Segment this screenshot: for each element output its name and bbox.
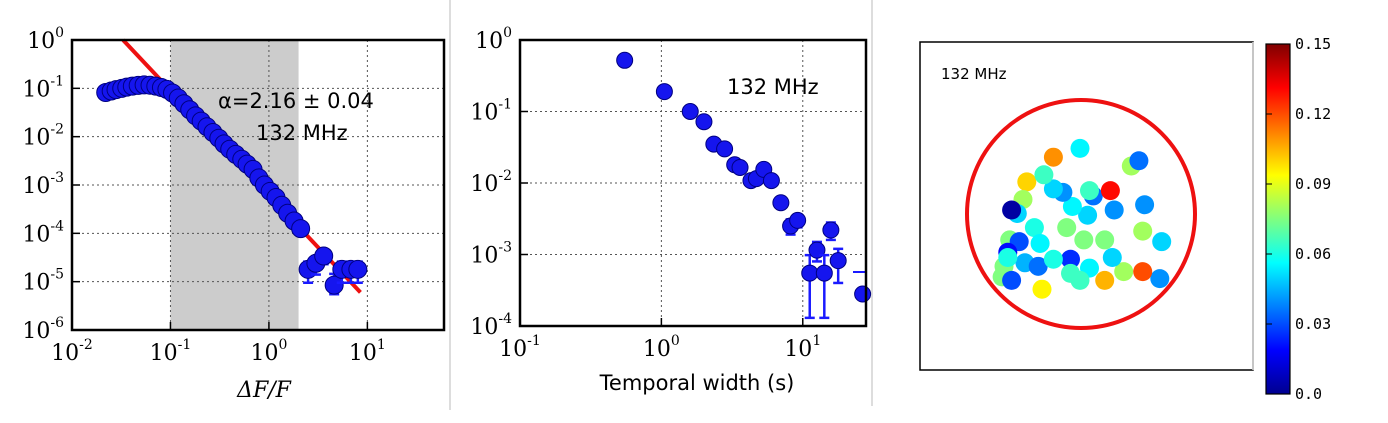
source-point: [1101, 181, 1120, 200]
shaded-fit-range: [170, 40, 298, 330]
data-point: [717, 141, 733, 157]
source-point: [1044, 250, 1063, 269]
data-point: [790, 212, 806, 228]
data-point: [682, 104, 698, 120]
data-point: [802, 265, 818, 281]
data-point: [763, 173, 779, 189]
data-point: [773, 195, 789, 211]
colorbar-tick-label: 0.06: [1295, 245, 1331, 263]
source-point: [1074, 230, 1093, 249]
colorbar-tick-label: 0.09: [1295, 175, 1331, 193]
data-point: [617, 52, 633, 68]
map-frequency-label: 132 MHz: [941, 65, 1007, 83]
data-point: [696, 114, 712, 130]
data-point: [349, 260, 367, 278]
alpha-annotation: α=2.16 ± 0.04: [218, 89, 374, 113]
colorbar: [1266, 44, 1290, 394]
data-point: [816, 265, 832, 281]
source-point: [1044, 148, 1063, 167]
source-point: [1034, 165, 1053, 184]
source-point: [1152, 232, 1171, 251]
source-point: [1071, 139, 1090, 158]
colorbar-tick-label: 0.12: [1295, 105, 1331, 123]
source-point: [1002, 271, 1021, 290]
source-point: [1080, 181, 1099, 200]
panel-3-sky-map: 132 MHz 0.0 0.03 0.06 0.09 0.12 0.15: [920, 35, 1331, 403]
source-point: [1133, 262, 1152, 281]
x-axis-label: ΔF/F: [236, 378, 292, 403]
source-point: [1150, 269, 1169, 288]
source-point: [1129, 151, 1148, 170]
colorbar-tick-label: 0.03: [1295, 315, 1331, 333]
source-point: [1095, 230, 1114, 249]
data-point: [732, 159, 748, 175]
source-point: [1033, 280, 1052, 299]
frequency-annotation: 132 MHz: [256, 121, 348, 145]
source-point: [1017, 172, 1036, 191]
source-point: [1057, 218, 1076, 237]
source-point: [1031, 234, 1050, 253]
source-point: [1135, 195, 1154, 214]
data-point: [830, 253, 846, 269]
data-point: [292, 220, 310, 238]
source-point: [1071, 271, 1090, 290]
data-point: [325, 276, 343, 294]
x-axis-label: Temporal width (s): [599, 371, 795, 395]
frequency-annotation: 132 MHz: [727, 75, 819, 99]
source-point: [1103, 248, 1122, 267]
source-point: [1105, 201, 1124, 220]
data-point: [823, 222, 839, 238]
data-point: [656, 84, 672, 100]
panel-1-power-law: 10-2 10-1 100 101 10-610-510-410-310-210-11…: [0, 0, 450, 410]
colorbar-tick-label: 0.0: [1295, 385, 1322, 403]
colorbar-tick-label: 0.15: [1295, 35, 1331, 53]
source-point: [1095, 271, 1114, 290]
data-point: [315, 247, 333, 265]
source-point: [998, 248, 1017, 267]
data-point: [855, 286, 871, 302]
source-point: [1002, 201, 1021, 220]
source-point: [1133, 222, 1152, 241]
